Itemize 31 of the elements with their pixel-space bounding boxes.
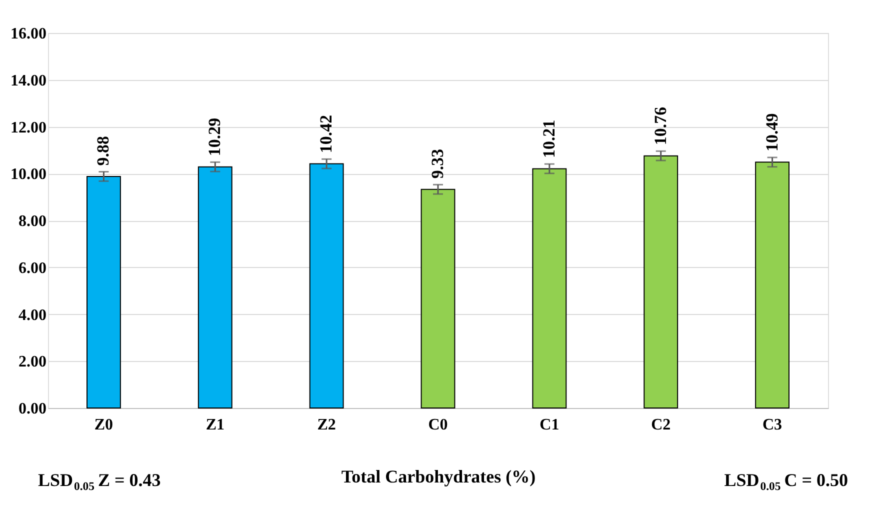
data-label: 9.33 xyxy=(428,148,447,179)
x-tick-label: C2 xyxy=(651,416,671,434)
x-tick-label: Z2 xyxy=(317,416,336,434)
y-tick-label: 16.00 xyxy=(10,26,46,42)
bar xyxy=(198,166,232,408)
data-label: 10.42 xyxy=(316,114,336,154)
data-label: 10.21 xyxy=(539,120,558,158)
bar xyxy=(86,176,121,408)
y-tick-label: 6.00 xyxy=(18,260,46,277)
y-tick-label: 10.00 xyxy=(10,166,46,184)
data-label: 10.49 xyxy=(762,113,782,152)
bar xyxy=(644,155,678,408)
x-tick-label: C1 xyxy=(540,416,560,434)
data-label: 10.29 xyxy=(205,118,224,156)
y-tick-label: 14.00 xyxy=(10,72,46,90)
bar xyxy=(532,168,567,408)
x-tick-label: Z0 xyxy=(94,416,114,434)
data-label: 10.76 xyxy=(650,106,670,146)
data-label: 9.88 xyxy=(94,136,113,166)
x-axis-title: Total Carbohydrates (%) xyxy=(341,466,536,486)
y-tick-label: 4.00 xyxy=(18,306,46,324)
y-tick-label: 8.00 xyxy=(18,213,46,230)
bar xyxy=(309,163,344,408)
x-tick-label: C3 xyxy=(762,416,782,434)
y-tick-label: 0.00 xyxy=(18,400,46,418)
bar xyxy=(420,188,456,408)
x-tick-label: C0 xyxy=(428,416,448,434)
y-tick-label: 2.00 xyxy=(18,354,46,371)
x-tick-label: Z1 xyxy=(206,416,224,434)
y-tick-label: 12.00 xyxy=(10,119,46,136)
bar xyxy=(755,162,790,408)
